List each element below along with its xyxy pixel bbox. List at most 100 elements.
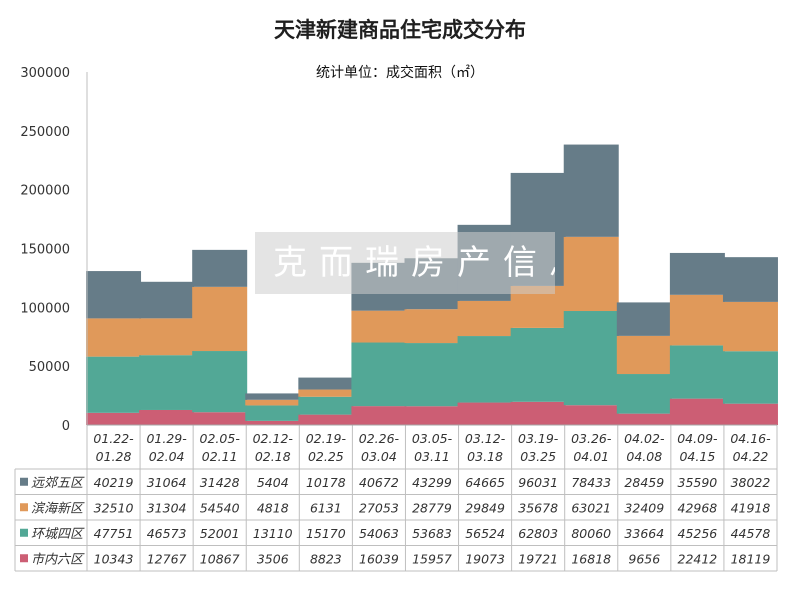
bar-segment xyxy=(722,301,778,352)
data-value-label: 16818 xyxy=(571,551,611,566)
x-tick-label: 02.12-02.18 xyxy=(253,431,294,464)
bar-segment xyxy=(192,412,248,425)
bar-segment xyxy=(245,420,301,425)
data-value-label: 40219 xyxy=(94,475,134,490)
data-value-label: 54540 xyxy=(200,500,240,515)
data-value-label: 46573 xyxy=(147,526,187,541)
y-tick-label: 50000 xyxy=(29,360,70,375)
data-value-label: 42968 xyxy=(678,500,718,515)
data-value-label: 4818 xyxy=(257,500,289,515)
data-value-label: 8823 xyxy=(310,551,342,566)
data-value-label: 12767 xyxy=(147,551,187,566)
data-value-label: 44578 xyxy=(731,526,771,541)
bar-segment xyxy=(669,398,725,425)
bar-segment xyxy=(722,403,778,425)
bar-segment xyxy=(404,309,460,344)
bar-segment xyxy=(86,356,142,413)
data-value-label: 62803 xyxy=(518,526,558,541)
data-value-label: 10178 xyxy=(306,475,346,490)
bar-segment xyxy=(563,405,619,425)
data-value-label: 19721 xyxy=(518,551,558,566)
bar-segment xyxy=(86,271,142,319)
data-value-label: 22412 xyxy=(678,551,718,566)
data-value-label: 5404 xyxy=(257,475,289,490)
data-table: 01.22-01.28 01.29-02.04 02.05-02.11 02.12-0… xyxy=(14,72,778,572)
data-value-label: 40672 xyxy=(359,475,399,490)
x-tick-label: 02.19-02.25 xyxy=(306,431,347,464)
bar-segment xyxy=(669,345,725,399)
data-value-label: 63021 xyxy=(571,500,611,515)
bar-segment xyxy=(722,257,778,302)
bar-segment xyxy=(457,300,513,337)
bar-segment xyxy=(616,335,672,375)
y-tick-label: 250000 xyxy=(20,125,70,140)
bar-segment xyxy=(86,412,142,425)
data-value-label: 19073 xyxy=(465,551,505,566)
bar-segment xyxy=(563,236,619,312)
data-value-label: 53683 xyxy=(412,526,452,541)
bar-segment xyxy=(298,414,354,425)
bar-segment xyxy=(510,401,566,425)
data-value-label: 45256 xyxy=(678,526,718,541)
data-value-label: 32510 xyxy=(94,500,134,515)
data-value-label: 80060 xyxy=(571,526,611,541)
data-value-label: 29849 xyxy=(465,500,505,515)
data-value-label: 27053 xyxy=(359,500,399,515)
chart-subtitle: 统计单位：成交面积（㎡） xyxy=(316,65,484,81)
bar-segment xyxy=(298,389,354,397)
data-value-label: 18119 xyxy=(731,551,771,566)
data-value-label: 96031 xyxy=(518,475,558,490)
bar-segment xyxy=(86,318,142,357)
bar-segment xyxy=(298,377,354,390)
bar-segment xyxy=(351,310,407,343)
legend-swatch xyxy=(20,477,28,486)
bar-segment xyxy=(616,374,672,414)
data-value-label: 31304 xyxy=(147,500,187,515)
data-value-label: 9656 xyxy=(628,551,660,566)
bar-segment xyxy=(139,281,195,319)
data-value-label: 43299 xyxy=(412,475,452,490)
bar-segment xyxy=(245,399,301,406)
bar-segment xyxy=(404,406,460,425)
bar-segment xyxy=(139,318,195,356)
chart-title: 天津新建商品住宅成交分布 xyxy=(274,18,526,42)
x-tick-label: 03.26-04.01 xyxy=(571,431,612,464)
data-value-label: 16039 xyxy=(359,551,399,566)
data-value-label: 15957 xyxy=(412,551,452,566)
bar-segment xyxy=(616,302,672,336)
bar-segment xyxy=(404,343,460,407)
data-value-label: 6131 xyxy=(310,500,342,515)
bar-segment xyxy=(563,311,619,406)
bar-segment xyxy=(563,144,619,237)
legend-swatch xyxy=(20,503,28,512)
data-value-label: 35678 xyxy=(518,500,558,515)
bar-segment xyxy=(457,336,513,403)
bar-segment xyxy=(245,393,301,400)
data-value-label: 38022 xyxy=(731,475,771,490)
data-value-label: 28779 xyxy=(412,500,452,515)
data-value-label: 15170 xyxy=(306,526,346,541)
x-tick-label: 04.09-04.15 xyxy=(677,431,718,464)
data-value-label: 31428 xyxy=(200,475,240,490)
x-tick-label: 04.02-04.08 xyxy=(624,431,665,464)
data-value-label: 64665 xyxy=(465,475,505,490)
bar-segment xyxy=(722,351,778,404)
bar-segment xyxy=(669,252,725,295)
x-tick-label: 03.05-03.11 xyxy=(412,431,453,464)
data-value-label: 13110 xyxy=(253,526,293,541)
bar-segment xyxy=(139,355,195,410)
data-value-label: 28459 xyxy=(624,475,664,490)
watermark: 克而瑞房产信息 xyxy=(255,232,555,294)
data-value-label: 52001 xyxy=(200,526,240,541)
bar-segment xyxy=(616,413,672,425)
x-tick-label: 01.22-01.28 xyxy=(93,431,134,464)
data-value-label: 31064 xyxy=(147,475,187,490)
x-tick-label: 01.29-02.04 xyxy=(146,431,187,464)
data-value-label: 33664 xyxy=(624,526,664,541)
bar-segment xyxy=(192,286,248,352)
data-value-label: 78433 xyxy=(571,475,611,490)
bar-segment xyxy=(351,342,407,407)
bar-segment xyxy=(192,249,248,287)
x-tick-label: 04.16-04.22 xyxy=(730,431,771,464)
bar-segment xyxy=(192,351,248,413)
